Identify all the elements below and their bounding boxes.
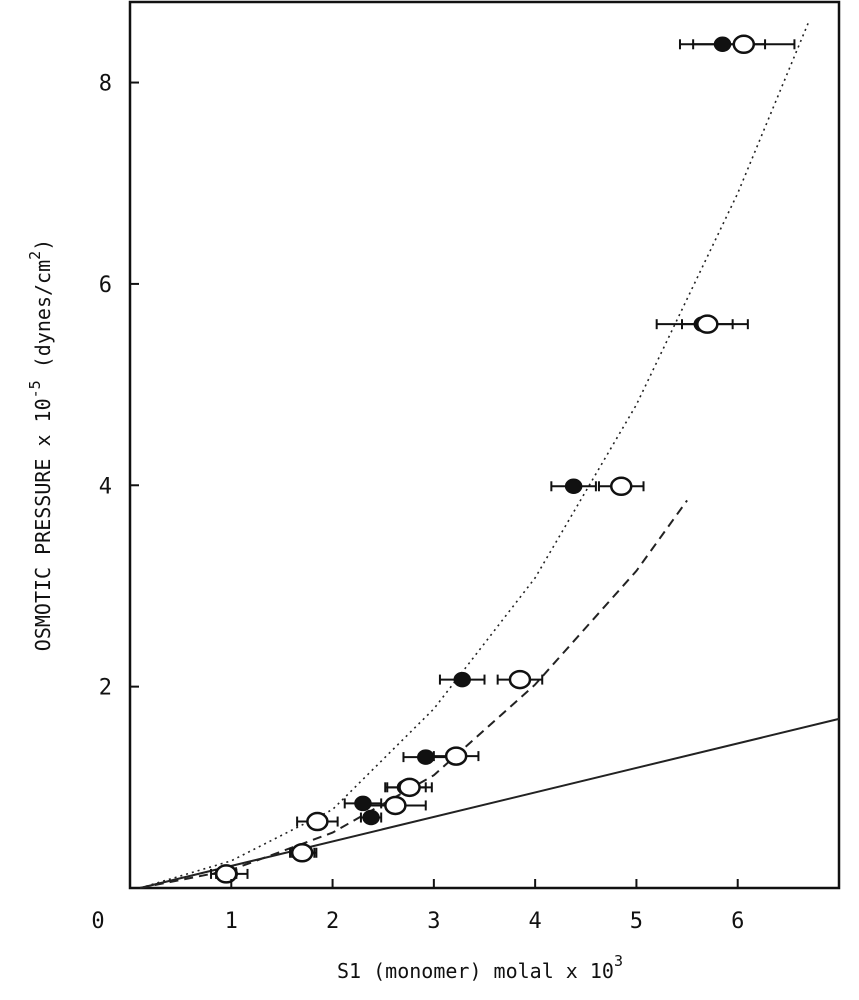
y-axis-label-sup2: 2: [26, 251, 44, 260]
y-tick-label: 6: [99, 273, 112, 298]
x-tick-label: 4: [529, 909, 542, 934]
open-data-point: [214, 864, 238, 884]
x-tick-label: 6: [731, 909, 744, 934]
fit-curves: [139, 21, 840, 889]
filled-data-point: [362, 809, 380, 826]
open-data-point: [398, 777, 421, 798]
y-tick-label: 4: [99, 474, 112, 499]
open-data-point: [508, 669, 532, 690]
open-data-point: [444, 746, 468, 766]
axis-ticks: [130, 81, 739, 888]
x-tick-label: 5: [630, 909, 643, 934]
dashed-curve: [139, 499, 688, 889]
filled-data-point: [354, 795, 372, 812]
open-data-point: [696, 314, 719, 334]
x-tick-label: 3: [427, 909, 440, 934]
open-data-point: [290, 843, 314, 863]
x-axis-label: S1 (monomer) molal x 103: [337, 952, 623, 983]
y-axis-label: OSMOTIC PRESSURE x 10-5 (dynes/cm2): [26, 239, 55, 651]
filled-data-point: [713, 36, 732, 53]
data-points: [214, 34, 756, 884]
x-axis-label-superscript: 3: [614, 952, 623, 970]
dotted-curve: [139, 21, 810, 889]
y-tick-label: 2: [99, 676, 112, 701]
filled-data-point: [417, 749, 435, 765]
filled-data-point: [564, 478, 583, 495]
plot-frame: [128, 0, 841, 890]
y-axis-label-mid: (dynes/cm: [31, 260, 55, 380]
y-axis-label-sup1: -5: [26, 380, 44, 398]
open-data-point: [384, 795, 407, 816]
open-data-point: [732, 34, 756, 55]
solid-curve: [139, 717, 840, 889]
open-data-point: [609, 476, 633, 497]
tick-labels: 0 1 2 3 4 5 6 2 4 6 8: [91, 72, 744, 934]
filled-data-point: [453, 671, 471, 688]
open-data-point: [306, 811, 329, 832]
error-bars: [210, 39, 796, 879]
y-tick-label: 8: [99, 72, 112, 97]
x-tick-label: 0: [91, 909, 104, 934]
y-axis-label-pre: OSMOTIC PRESSURE x 10: [31, 398, 55, 651]
x-axis-label-text: S1 (monomer) molal x 10: [337, 959, 614, 983]
y-axis-label-post: ): [31, 239, 55, 251]
x-tick-label: 2: [326, 909, 339, 934]
x-tick-label: 1: [225, 909, 238, 934]
